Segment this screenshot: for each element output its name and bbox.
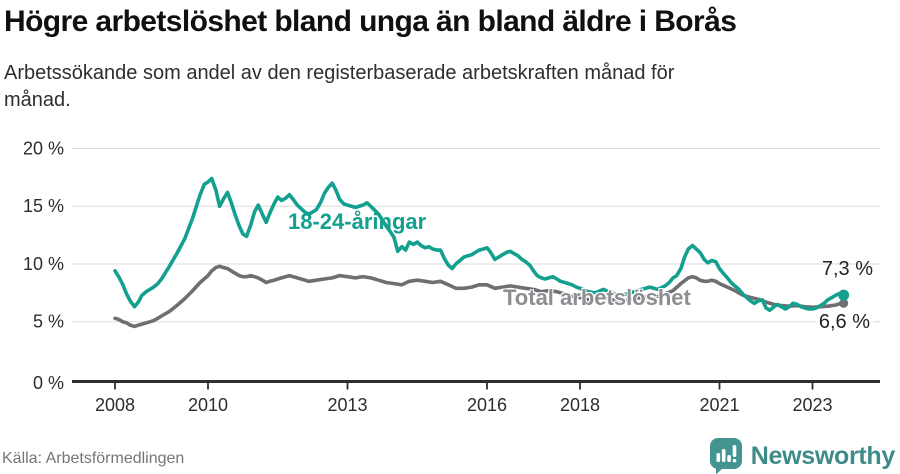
y-axis-label: 20 % — [23, 138, 64, 158]
series-label-total: Total arbetslöshet — [503, 285, 691, 310]
series-line-total — [113, 264, 846, 329]
y-axis-label: 5 % — [33, 312, 64, 332]
x-axis-label: 2013 — [327, 395, 367, 415]
x-axis-label: 2008 — [95, 395, 135, 415]
newsworthy-wordmark: Newsworthy — [750, 441, 896, 470]
end-value-total: 6,6 % — [815, 311, 873, 334]
page-title: Högre arbetslöshet bland unga än bland ä… — [4, 5, 737, 38]
x-axis-label: 2016 — [467, 395, 507, 415]
end-value-youth: 7,3 % — [821, 258, 873, 280]
source-note: Källa: Arbetsförmedlingen — [2, 450, 185, 467]
y-axis-label: 10 % — [23, 254, 64, 274]
chart-subtitle-line2: månad. — [4, 89, 71, 111]
chart-subtitle: Arbetssökande som andel av den registerb… — [4, 60, 674, 114]
x-axis-label: 2023 — [792, 395, 832, 415]
x-axis-label: 2021 — [699, 395, 739, 415]
series-end-dot-total — [839, 298, 849, 308]
newsworthy-logo: Newsworthy — [709, 437, 895, 474]
y-axis-label: 0 % — [33, 373, 64, 393]
y-axis-label: 15 % — [23, 196, 64, 216]
series-end-dot-youth — [838, 289, 850, 301]
chart-subtitle-line1: Arbetssökande som andel av den registerb… — [4, 62, 675, 84]
x-axis-label: 2010 — [188, 395, 228, 415]
x-axis-label: 2018 — [560, 395, 600, 415]
series-label-youth: 18-24-åringar — [288, 209, 427, 234]
newsworthy-bar-chart-icon — [709, 438, 742, 474]
series-line-youth — [113, 176, 846, 313]
